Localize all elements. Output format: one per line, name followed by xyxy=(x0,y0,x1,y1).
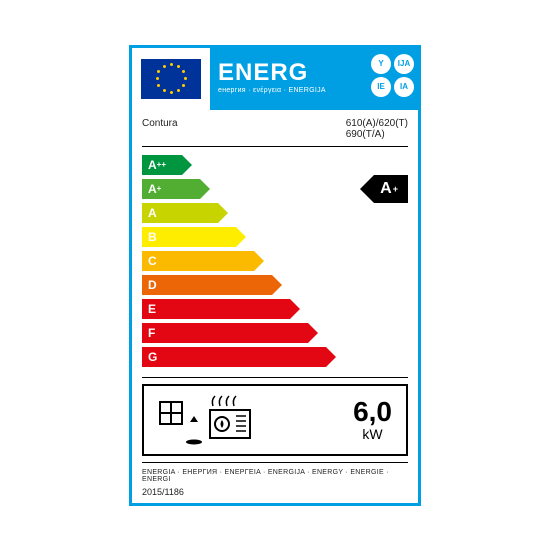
lang-circle: Y xyxy=(371,54,391,74)
eu-flag xyxy=(132,48,210,110)
power-value: 6,0 xyxy=(353,398,392,426)
model: 610(A)/620(T) 690(T/A) xyxy=(346,118,408,140)
model-line1: 610(A)/620(T) xyxy=(346,118,408,129)
footer-langs: ENERGIA · ЕНЕРГИЯ · ΕΝΕΡΓΕΙΑ · ENERGIJA … xyxy=(132,463,418,487)
scale-arrow: A xyxy=(142,203,228,223)
regulation: 2015/1186 xyxy=(132,487,418,503)
scale-arrow: G xyxy=(142,347,336,367)
scale-arrow: E xyxy=(142,299,300,319)
lang-circle: IE xyxy=(371,77,391,97)
energy-title-block: ENERG енергия · ενέργεια · ENERGIJA YIJA… xyxy=(210,48,418,110)
scale-arrow: A++ xyxy=(142,155,192,175)
lang-circle: IA xyxy=(394,77,414,97)
energy-label: ENERG енергия · ενέργεια · ENERGIJA YIJA… xyxy=(129,45,421,506)
rating-value: A+ xyxy=(374,175,408,203)
scale-arrow: F xyxy=(142,323,318,343)
brand: Contura xyxy=(142,118,346,129)
rating-arrow: A+ xyxy=(360,175,408,203)
power-value-block: 6,0 kW xyxy=(353,398,392,442)
scale-arrow: C xyxy=(142,251,264,271)
lang-circle: IJA xyxy=(394,54,414,74)
lang-suffix-circles: YIJAIEIA xyxy=(371,54,414,97)
scale-arrow: B xyxy=(142,227,246,247)
model-line2: 690(T/A) xyxy=(346,129,408,140)
heater-icons xyxy=(158,394,268,446)
efficiency-scale: A+ A++ A+ ABCDEFG xyxy=(132,147,418,377)
power-box: 6,0 kW xyxy=(142,384,408,456)
power-unit: kW xyxy=(353,426,392,442)
header: ENERG енергия · ενέργεια · ENERGIJA YIJA… xyxy=(132,48,418,110)
separator xyxy=(142,377,408,378)
product-info: Contura 610(A)/620(T) 690(T/A) xyxy=(132,110,418,146)
scale-arrow: D xyxy=(142,275,282,295)
scale-arrow: A+ xyxy=(142,179,210,199)
